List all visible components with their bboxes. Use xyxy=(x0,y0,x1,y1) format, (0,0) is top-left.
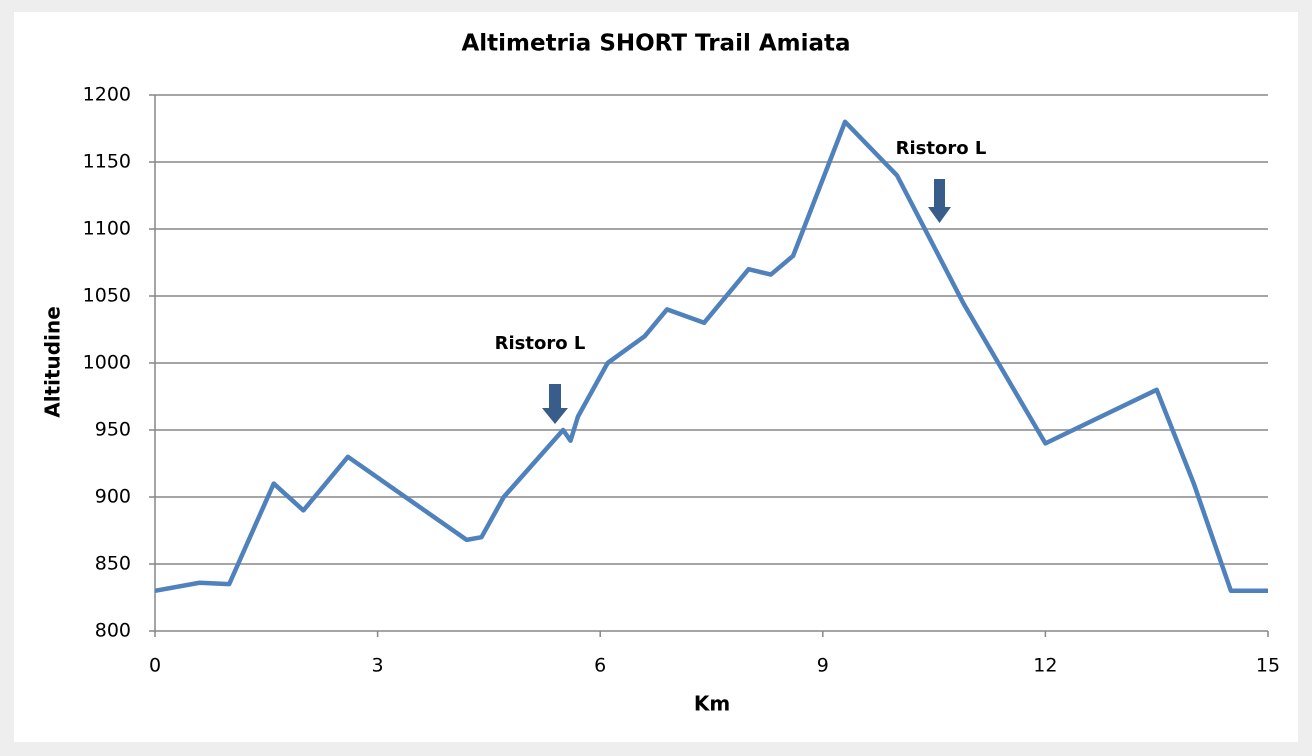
y-tick-label: 950 xyxy=(95,419,131,441)
x-axis-title: Km xyxy=(694,692,730,716)
x-tick-label: 6 xyxy=(594,655,606,677)
chart-title: Altimetria SHORT Trail Amiata xyxy=(461,31,850,57)
x-tick-label: 0 xyxy=(149,655,161,677)
annotation-arrow xyxy=(928,179,951,223)
annotation: Ristoro L xyxy=(896,138,987,159)
y-tick-label: 1000 xyxy=(83,352,131,374)
x-tick-label: 15 xyxy=(1256,655,1280,677)
x-tick-label: 12 xyxy=(1033,655,1057,677)
y-tick-label: 1050 xyxy=(83,285,131,307)
y-axis-title: Altitudine xyxy=(41,306,65,418)
annotation-arrow xyxy=(542,384,568,424)
y-tick-label: 800 xyxy=(95,620,131,642)
chart-panel xyxy=(14,12,1298,742)
annotation: Ristoro L xyxy=(495,333,586,354)
y-tick-label: 1200 xyxy=(83,84,131,106)
x-tick-label: 9 xyxy=(817,655,829,677)
x-tick-label: 3 xyxy=(372,655,384,677)
y-tick-label: 900 xyxy=(95,486,131,508)
y-tick-label: 1150 xyxy=(83,151,131,173)
y-tick-label: 1100 xyxy=(83,218,131,240)
y-tick-label: 850 xyxy=(95,553,131,575)
plot-area: 800 850 900 950 1000 1050 1100 1150 1200 0 3 6 9 12 15 xyxy=(83,84,1280,677)
data-line xyxy=(154,119,1268,594)
